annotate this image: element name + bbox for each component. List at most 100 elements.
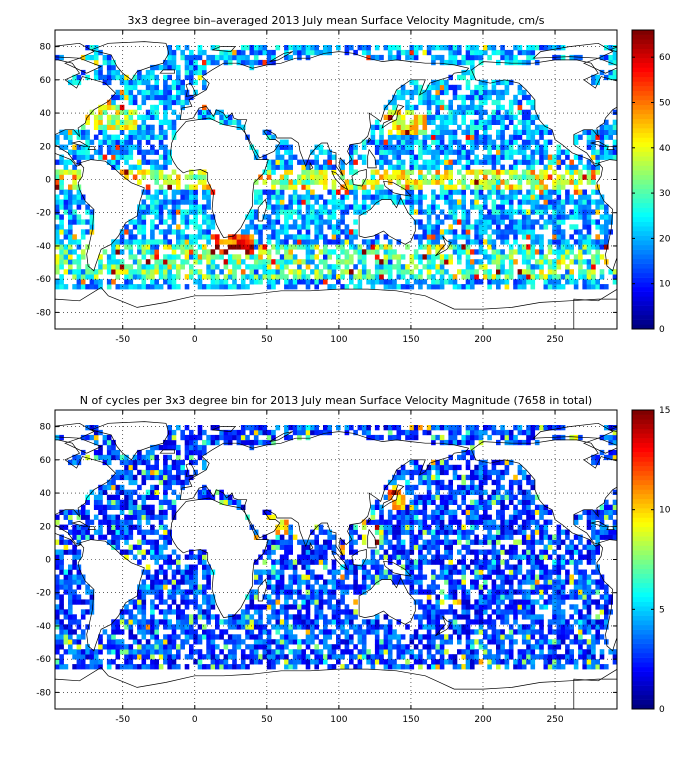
heatmap-cell <box>115 629 121 635</box>
heatmap-cell <box>431 239 436 245</box>
heatmap-cell <box>249 619 255 625</box>
heatmap-cell <box>180 619 185 625</box>
heatmap-cell <box>336 264 341 270</box>
heatmap-cell <box>465 59 471 66</box>
heatmap-cell <box>59 214 64 220</box>
heatmap-cell <box>154 659 159 665</box>
heatmap-cell <box>439 134 445 140</box>
heatmap-cell <box>284 204 289 210</box>
heatmap-cell <box>379 134 384 140</box>
heatmap-cell <box>59 189 64 195</box>
heatmap-cell <box>422 574 428 580</box>
heatmap-cell <box>470 569 475 575</box>
heatmap-cell <box>145 629 151 635</box>
heatmap-cell <box>236 634 242 640</box>
heatmap-cell <box>496 609 501 615</box>
heatmap-cell <box>547 214 553 220</box>
heatmap-cell <box>496 219 501 225</box>
heatmap-cell <box>552 579 557 585</box>
heatmap-cell <box>215 624 220 630</box>
heatmap-cell <box>275 274 281 280</box>
heatmap-cell <box>487 194 492 200</box>
heatmap-cell <box>595 244 600 250</box>
heatmap-cell <box>504 609 510 615</box>
heatmap-cell <box>301 164 306 170</box>
heatmap-cell <box>55 564 60 570</box>
heatmap-cell <box>452 654 458 660</box>
heatmap-cell <box>357 284 363 290</box>
heatmap-cell <box>210 254 216 260</box>
heatmap-cell <box>323 244 328 250</box>
heatmap-cell <box>314 644 319 650</box>
heatmap-cell <box>552 614 557 620</box>
heatmap-cell <box>145 284 151 290</box>
heatmap-cell <box>176 79 181 86</box>
heatmap-cell <box>271 134 276 140</box>
heatmap-cell <box>210 219 216 225</box>
heatmap-cell <box>591 654 596 660</box>
heatmap-cell <box>487 619 492 625</box>
heatmap-cell <box>349 234 354 240</box>
heatmap-cell <box>219 54 224 61</box>
heatmap-cell <box>63 579 69 585</box>
heatmap-cell <box>227 119 233 125</box>
heatmap-cell <box>543 204 549 210</box>
heatmap-cell <box>275 269 281 275</box>
heatmap-cell <box>215 654 220 660</box>
heatmap-cell <box>115 644 121 650</box>
heatmap-cell <box>59 659 64 665</box>
heatmap-cell <box>85 119 90 125</box>
heatmap-cell <box>487 569 492 575</box>
heatmap-cell <box>55 194 60 200</box>
heatmap-cell <box>383 139 389 145</box>
heatmap-cell <box>327 569 332 575</box>
heatmap-cell <box>513 639 518 645</box>
heatmap-cell <box>223 644 229 650</box>
heatmap-cell <box>305 589 311 595</box>
heatmap-cell <box>271 284 276 290</box>
heatmap-cell <box>565 239 570 245</box>
heatmap-cell <box>431 189 436 195</box>
heatmap-cell <box>59 159 64 165</box>
heatmap-cell <box>318 609 324 615</box>
heatmap-cell <box>530 114 536 120</box>
heatmap-cell <box>470 189 475 195</box>
heatmap-cell <box>128 284 134 290</box>
heatmap-cell <box>275 209 281 215</box>
heatmap-cell <box>141 654 147 660</box>
heatmap-cell <box>336 614 341 620</box>
heatmap-cell <box>534 589 540 595</box>
heatmap-cell <box>400 129 406 135</box>
heatmap-cell <box>349 654 354 660</box>
heatmap-cell <box>422 94 428 101</box>
heatmap-cell <box>465 54 471 61</box>
heatmap-cell <box>530 234 536 240</box>
heatmap-cell <box>297 639 302 645</box>
heatmap-cell <box>435 269 440 275</box>
heatmap-cell <box>128 599 134 605</box>
heatmap-cell <box>392 579 397 585</box>
heatmap-cell <box>189 184 194 190</box>
heatmap-cell <box>202 109 207 115</box>
heatmap-cell <box>305 594 311 600</box>
heatmap-cell <box>586 219 592 225</box>
heatmap-cell <box>128 614 134 620</box>
heatmap-cell <box>439 119 445 125</box>
heatmap-cell <box>539 649 544 655</box>
heatmap-cell <box>361 189 367 195</box>
heatmap-cell <box>249 274 255 280</box>
heatmap-cell <box>513 59 518 66</box>
heatmap-cell <box>560 204 566 210</box>
heatmap-cell <box>271 49 276 56</box>
heatmap-cell <box>448 239 453 245</box>
heatmap-cell <box>461 214 466 220</box>
heatmap-cell <box>530 614 536 620</box>
heatmap-cell <box>595 659 600 665</box>
heatmap-cell <box>167 119 172 125</box>
heatmap-cell <box>266 654 272 660</box>
heatmap-cell <box>98 74 103 81</box>
heatmap-cell <box>556 604 562 610</box>
heatmap-cell <box>517 184 523 190</box>
heatmap-cell <box>327 664 332 670</box>
heatmap-cell <box>465 634 471 640</box>
